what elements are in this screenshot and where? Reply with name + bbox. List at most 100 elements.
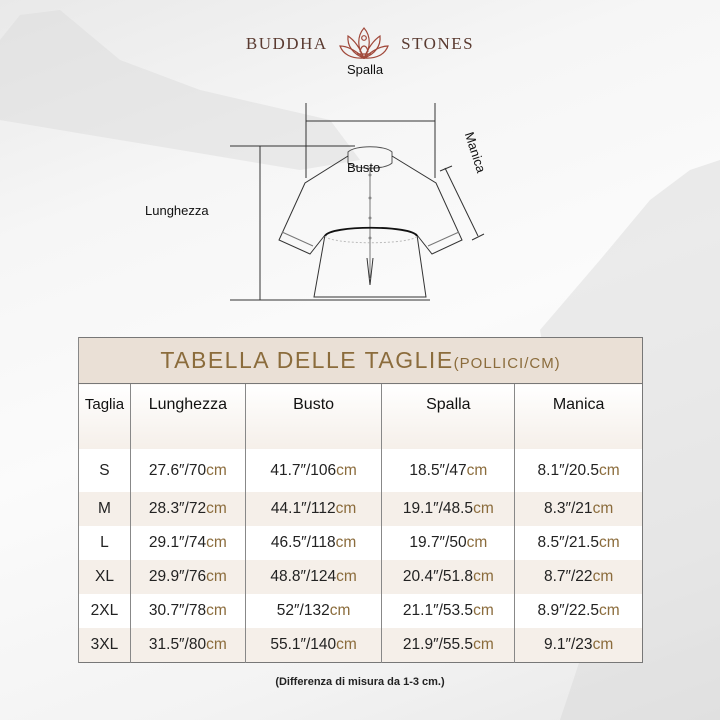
brand-name-left: BUDDHA xyxy=(245,34,328,53)
measurement-value: 27.6″/70 xyxy=(148,461,207,479)
measurement-value: 9.1″/23 xyxy=(543,636,593,653)
size-cell: S xyxy=(78,449,131,492)
measurement-value: 21.1″/53.5 xyxy=(402,602,474,619)
measurement-cell: 20.4″/51.8cm xyxy=(381,560,515,594)
measurement-unit: cm xyxy=(329,602,351,619)
measurement-unit: cm xyxy=(206,500,227,517)
table-title-unit: (POLLICI/CM) xyxy=(453,355,561,372)
measurement-value: 30.7″/78 xyxy=(148,602,207,619)
measurement-value: 8.9″/22.5 xyxy=(537,602,600,619)
measurement-value: 8.1″/20.5 xyxy=(537,461,600,479)
measurement-value: 21.9″/55.5 xyxy=(402,636,474,653)
measurement-value: 31.5″/80 xyxy=(148,636,207,653)
measurement-cell: 8.7″/22cm xyxy=(514,560,643,594)
table-row: 3XL 31.5″/80cm 55.1″/140cm 21.9″/55.5cm 9.1″… xyxy=(78,628,643,663)
measurement-cell: 19.7″/50cm xyxy=(381,526,515,560)
measurement-value: 8.5″/21.5 xyxy=(537,534,600,551)
table-header-row: Taglia Lunghezza Busto Spalla Manica xyxy=(78,383,643,449)
measurement-cell: 8.3″/21cm xyxy=(514,492,643,526)
measurement-value: 19.1″/48.5 xyxy=(402,500,474,517)
measurement-value: 48.8″/124 xyxy=(270,568,337,585)
measurement-unit: cm xyxy=(206,602,227,619)
measurement-unit: cm xyxy=(206,534,227,551)
measurement-cell: 48.8″/124cm xyxy=(244,560,382,594)
measurement-unit: cm xyxy=(599,534,620,551)
measurement-unit: cm xyxy=(592,568,614,585)
column-header: Taglia xyxy=(78,383,131,449)
measurement-value: 52″/132 xyxy=(276,602,330,619)
measurement-unit: cm xyxy=(592,636,614,653)
brand-logo: BUDDHA STONES xyxy=(0,26,720,62)
measurement-cell: 55.1″/140cm xyxy=(244,628,382,663)
measurement-unit: cm xyxy=(336,636,357,653)
measurement-value: 55.1″/140 xyxy=(270,636,337,653)
measurement-cell: 27.6″/70cm xyxy=(129,449,246,492)
measurement-cell: 52″/132cm xyxy=(244,594,382,628)
measurement-value: 44.1″/112 xyxy=(270,500,336,517)
table-row: XL 29.9″/76cm 48.8″/124cm 20.4″/51.8cm 8.7″/… xyxy=(78,560,643,594)
measurement-value: 41.7″/106 xyxy=(270,461,337,479)
measurement-unit: cm xyxy=(335,534,357,551)
measurement-cell: 18.5″/47cm xyxy=(381,449,515,492)
size-cell: 3XL xyxy=(78,628,131,663)
measurement-value: 29.1″/74 xyxy=(148,534,207,551)
measurement-cell: 9.1″/23cm xyxy=(514,628,643,663)
column-header: Lunghezza xyxy=(129,383,246,449)
measurement-cell: 46.5″/118cm xyxy=(244,526,382,560)
column-header: Spalla xyxy=(381,383,515,449)
table-row: L 29.1″/74cm 46.5″/118cm 19.7″/50cm 8.5″/21.… xyxy=(78,526,643,560)
table-row: S 27.6″/70cm 41.7″/106cm 18.5″/47cm 8.1″/20.… xyxy=(78,449,643,492)
measurement-cell: 28.3″/72cm xyxy=(129,492,246,526)
measurement-cell: 30.7″/78cm xyxy=(129,594,246,628)
measurement-cell: 31.5″/80cm xyxy=(129,628,246,663)
label-length: Lunghezza xyxy=(145,203,209,218)
measurement-unit: cm xyxy=(599,602,620,619)
size-cell: L xyxy=(78,526,131,560)
measurement-cell: 21.9″/55.5cm xyxy=(381,628,515,663)
measurement-value: 20.4″/51.8 xyxy=(402,568,474,585)
measurement-unit: cm xyxy=(206,636,227,653)
size-cell: M xyxy=(78,492,131,526)
measurement-value: 18.5″/47 xyxy=(409,461,467,479)
measurement-unit: cm xyxy=(336,461,357,479)
measurement-value: 8.7″/22 xyxy=(543,568,593,585)
measurement-unit: cm xyxy=(336,568,357,585)
column-header: Busto xyxy=(244,383,382,449)
table-row: 2XL 30.7″/78cm 52″/132cm 21.1″/53.5cm 8.9″/2… xyxy=(78,594,643,628)
measurement-cell: 8.5″/21.5cm xyxy=(514,526,643,560)
measurement-cell: 19.1″/48.5cm xyxy=(381,492,515,526)
column-header: Manica xyxy=(514,383,643,449)
measurement-cell: 44.1″/112cm xyxy=(244,492,382,526)
measurement-unit: cm xyxy=(473,568,494,585)
measurement-unit: cm xyxy=(473,636,494,653)
lotus-meditation-icon xyxy=(339,27,390,60)
measurement-cell: 8.1″/20.5cm xyxy=(514,449,643,492)
label-chest: Busto xyxy=(347,160,381,175)
measurement-cell: 8.9″/22.5cm xyxy=(514,594,643,628)
measurement-value: 19.7″/50 xyxy=(409,534,467,551)
table-title: TABELLA DELLE TAGLIE(POLLICI/CM) xyxy=(78,337,643,384)
size-cell: 2XL xyxy=(78,594,131,628)
size-chart-table: TABELLA DELLE TAGLIE(POLLICI/CM) Taglia L… xyxy=(78,337,643,663)
table-row: M 28.3″/72cm 44.1″/112cm 19.1″/48.5cm 8.3″/2… xyxy=(78,492,643,526)
measurement-unit: cm xyxy=(473,602,494,619)
measurement-value: 8.3″/21 xyxy=(543,500,593,517)
measurement-value: 46.5″/118 xyxy=(270,534,336,551)
measurement-unit: cm xyxy=(473,500,494,517)
shirt-diagram xyxy=(230,103,485,301)
measurement-unit: cm xyxy=(592,500,614,517)
measurement-unit: cm xyxy=(335,500,357,517)
measurement-value: 28.3″/72 xyxy=(148,500,207,517)
label-shoulder: Spalla xyxy=(347,62,384,77)
measurement-cell: 21.1″/53.5cm xyxy=(381,594,515,628)
measurement-value: 29.9″/76 xyxy=(148,568,207,585)
measurement-cell: 29.1″/74cm xyxy=(129,526,246,560)
measurement-cell: 29.9″/76cm xyxy=(129,560,246,594)
measurement-note: (Differenza di misura da 1-3 cm.) xyxy=(275,676,445,688)
measurement-unit: cm xyxy=(599,461,620,479)
measurement-unit: cm xyxy=(206,568,227,585)
measurement-cell: 41.7″/106cm xyxy=(244,449,382,492)
size-cell: XL xyxy=(78,560,131,594)
measurement-unit: cm xyxy=(206,461,227,479)
measurement-unit: cm xyxy=(466,461,488,479)
